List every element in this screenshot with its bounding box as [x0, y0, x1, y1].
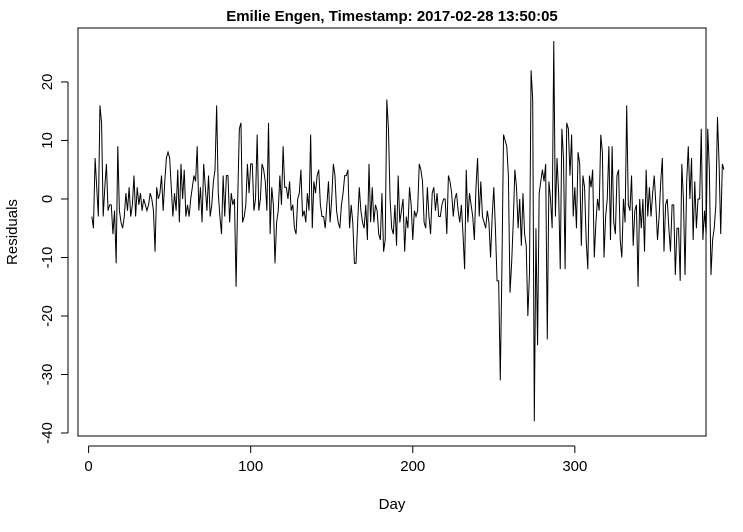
y-tick-label: 0: [39, 195, 56, 203]
y-tick-label: -40: [39, 422, 56, 444]
y-tick-label: 20: [39, 74, 56, 91]
y-tick-label: -20: [39, 305, 56, 327]
y-axis-label: Residuals: [4, 199, 21, 265]
plot-area-frame: [77, 27, 707, 437]
x-tick-label: 0: [84, 458, 92, 475]
x-axis-label: Day: [379, 496, 406, 513]
y-tick-label: -30: [39, 364, 56, 386]
y-tick-label: 10: [39, 132, 56, 149]
y-tick-label: -10: [39, 247, 56, 269]
x-tick-label: 300: [562, 458, 587, 475]
x-tick-label: 200: [400, 458, 425, 475]
x-axis: 0 100 200 300: [84, 445, 587, 475]
residuals-series-line: [91, 40, 725, 422]
y-axis: -40 -30 -20 -10 0 10 20: [39, 74, 69, 444]
chart-title: Emilie Engen, Timestamp: 2017-02-28 13:5…: [226, 8, 558, 25]
x-tick-label: 100: [238, 458, 263, 475]
